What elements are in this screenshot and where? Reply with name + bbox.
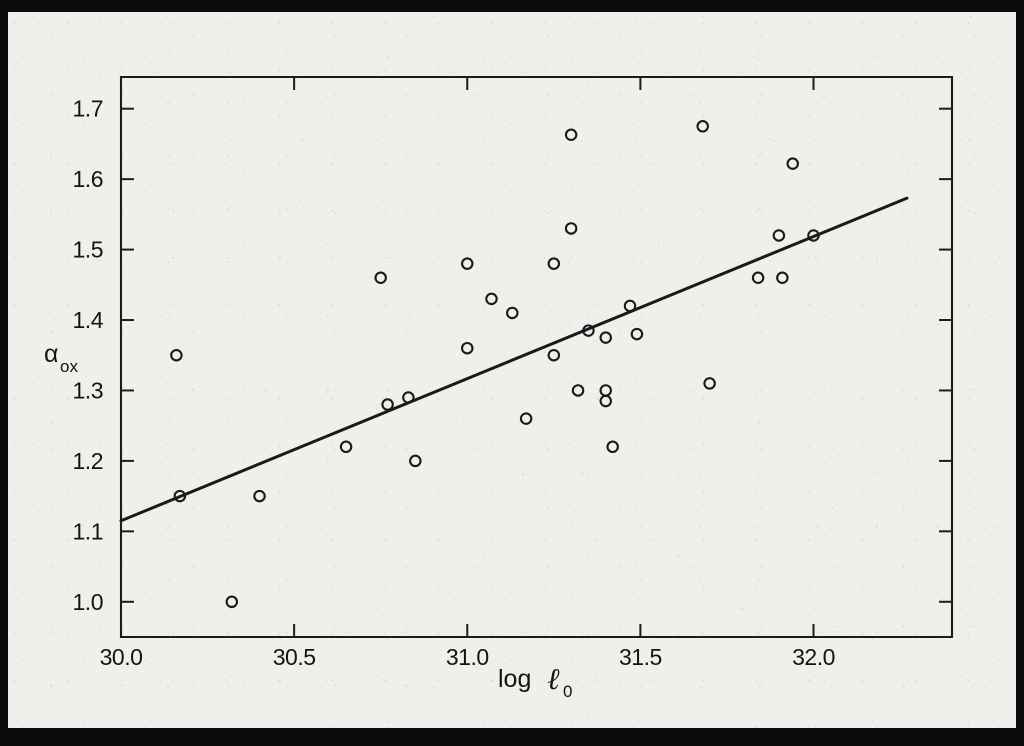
y-tick-label: 1.7 (73, 96, 103, 122)
data-point-marker (485, 292, 498, 306)
y-tick-label: 1.6 (73, 166, 103, 192)
photographic-plate: 1.0 1.1 1.2 1.3 1.4 1.5 1.6 1.7 30.0 30.5 31.0 31.5… (8, 12, 1016, 728)
y-tick-label: 1.2 (73, 448, 103, 474)
data-point-marker (402, 391, 415, 404)
data-point-marker (374, 271, 387, 285)
y-axis-title-symbol: α (44, 340, 58, 368)
data-points (170, 120, 820, 609)
x-tick-label: 30.5 (273, 644, 316, 670)
y-tick-label: 1.0 (73, 589, 103, 615)
data-point-marker (170, 348, 183, 362)
data-point-marker (696, 120, 709, 133)
data-point-marker (564, 222, 578, 235)
data-point-marker (630, 327, 644, 341)
plot-frame (119, 75, 954, 639)
data-point-marker (409, 454, 422, 468)
data-point-marker (571, 384, 585, 397)
y-tick-label: 1.4 (73, 307, 104, 333)
x-tick-label: 31.5 (619, 644, 662, 670)
data-point-marker (506, 306, 519, 320)
data-point-marker (786, 157, 799, 170)
data-point-marker (606, 440, 619, 454)
data-point-marker (173, 489, 187, 503)
x-axis-title: log ℓ 0 (498, 663, 572, 701)
y-axis-title-subscript: ox (60, 357, 78, 376)
fit-line (119, 196, 909, 523)
data-point-marker (599, 384, 612, 397)
data-point-marker (772, 229, 786, 242)
data-point-marker (460, 257, 474, 270)
x-tick-label: 30.0 (100, 644, 143, 670)
data-point-marker (703, 377, 716, 390)
x-axis-title-log: log (498, 665, 531, 693)
data-point-marker (339, 440, 353, 454)
y-tick-label: 1.5 (73, 237, 103, 263)
data-point-marker (623, 299, 637, 313)
data-point-marker (582, 324, 595, 337)
data-point-marker (253, 489, 266, 503)
axis-ticks (120, 77, 952, 637)
axis-tick-labels: 1.0 1.1 1.2 1.3 1.4 1.5 1.6 1.7 30.0 30.5 31.0 31.5… (73, 96, 836, 670)
x-axis-title-ell: ℓ (547, 663, 560, 696)
data-point-marker (599, 394, 612, 408)
data-point-marker (381, 398, 394, 411)
x-tick-label: 32.0 (792, 644, 835, 670)
data-point-marker (547, 257, 561, 270)
data-point-marker (564, 128, 578, 142)
data-point-marker (751, 271, 765, 285)
y-tick-label: 1.1 (73, 518, 103, 544)
data-point-marker (225, 595, 239, 609)
data-point-marker (599, 331, 612, 344)
scatter-plot-figure: 1.0 1.1 1.2 1.3 1.4 1.5 1.6 1.7 30.0 30.5 31.0 31.5… (44, 75, 954, 701)
y-axis-title: α ox (44, 340, 78, 376)
y-tick-label: 1.3 (73, 377, 103, 403)
data-point-marker (460, 341, 474, 355)
data-point-marker (547, 348, 561, 362)
x-tick-label: 31.0 (446, 644, 489, 670)
x-axis-title-subscript: 0 (563, 682, 572, 701)
data-point-marker (519, 412, 533, 425)
data-point-marker (807, 229, 820, 242)
data-point-marker (776, 271, 789, 285)
